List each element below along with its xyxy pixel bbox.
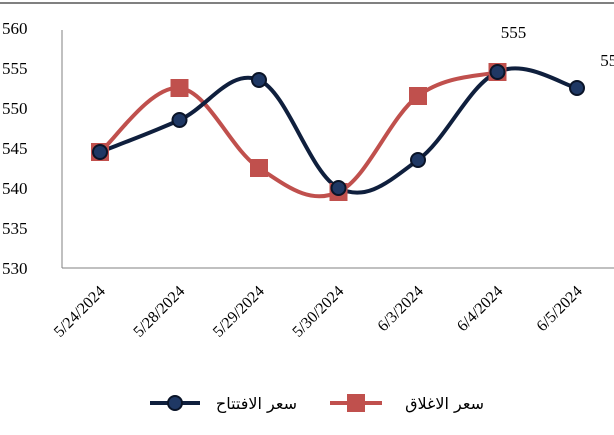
open-price-point: [489, 64, 506, 80]
y-tick-label: 530: [2, 259, 28, 278]
y-tick-label: 535: [2, 219, 28, 238]
data-label: 555: [501, 23, 527, 42]
y-tick-label: 555: [2, 59, 28, 78]
x-tick-label: 6/3/2024: [375, 283, 427, 335]
open-price-point: [92, 144, 108, 160]
open-price-point: [410, 152, 426, 168]
x-tick-label: 5/30/2024: [289, 283, 347, 341]
data-label: 553: [600, 51, 614, 70]
series-layer: [91, 63, 585, 201]
legend-open-marker: [167, 395, 183, 411]
x-axis-ticks: 5/24/2024 5/28/2024 5/29/2024 5/30/2024 6/3/…: [51, 283, 586, 341]
open-price-point: [569, 80, 585, 96]
y-tick-label: 560: [2, 19, 28, 38]
y-tick-label: 540: [2, 179, 28, 198]
open-price-point: [330, 180, 347, 196]
data-labels: 555 553: [501, 23, 614, 70]
x-tick-label: 6/5/2024: [534, 283, 586, 335]
x-tick-label: 5/29/2024: [210, 283, 268, 341]
legend: سعر الافتتاح سعر الاغلاق: [150, 394, 484, 414]
legend-open-label: سعر الافتتاح: [216, 394, 297, 414]
x-tick-label: 5/28/2024: [130, 283, 188, 341]
x-tick-label: 5/24/2024: [51, 283, 109, 341]
y-axis-ticks: 530 535 540 545 550 555 560: [2, 19, 28, 278]
close-price-point: [409, 87, 427, 105]
open-price-point: [251, 72, 267, 88]
close-price-point: [250, 159, 268, 177]
open-price-point: [171, 112, 188, 128]
legend-close-label: سعر الاغلاق: [405, 394, 484, 414]
y-tick-label: 545: [2, 139, 28, 158]
close-price-point: [170, 79, 189, 97]
x-tick-label: 6/4/2024: [454, 283, 506, 335]
y-tick-label: 550: [2, 99, 28, 118]
legend-close-marker: [347, 394, 365, 412]
